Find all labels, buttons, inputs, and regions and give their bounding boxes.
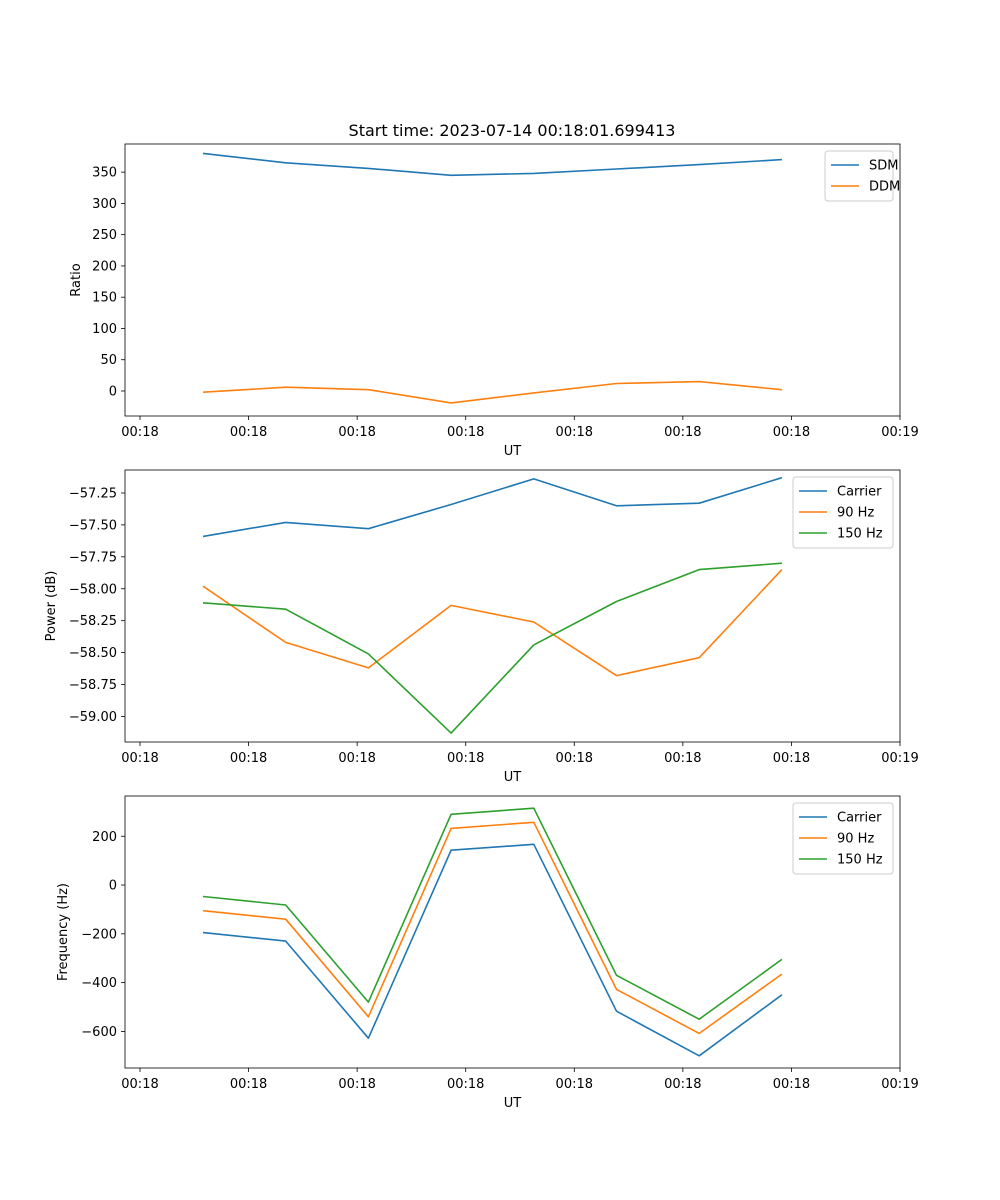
legend-label: Carrier [837, 811, 882, 826]
chart-panel-2: 00:18 00:18 00:18 00:18 00:18 00:18 00:18 00:19… [44, 469, 919, 785]
x-tick-label: 00:18 [447, 751, 484, 766]
y-tick-label: −400 [81, 976, 117, 991]
x-tick-label: 00:18 [121, 751, 158, 766]
chart-panel-3: 00:18 00:18 00:18 00:18 00:18 00:18 00:18 00:19… [56, 795, 919, 1111]
axes-frame [124, 469, 901, 743]
y-tick-label: −600 [81, 1025, 117, 1040]
legend-label: Carrier [837, 485, 882, 500]
x-tick-label: 00:18 [556, 1077, 593, 1092]
legend-label: 150 Hz [837, 853, 883, 868]
x-tick-label: 00:19 [881, 425, 918, 440]
legend-label: DDM [869, 180, 900, 195]
x-tick-label: 00:18 [230, 1077, 267, 1092]
x-tick-label: 00:18 [556, 425, 593, 440]
plots: 00:18 00:18 00:18 00:18 00:18 00:18 00:18 00:19… [44, 143, 919, 1111]
series-line-150-hz [202, 807, 783, 1021]
y-tick-label: 0 [109, 879, 117, 894]
axes-frame [124, 795, 901, 1069]
series-line-carrier [202, 843, 783, 1057]
series-line-90-hz [202, 821, 783, 1035]
y-tick-label: 150 [92, 291, 117, 306]
figure-title: Start time: 2023-07-14 00:18:01.699413 [349, 121, 676, 140]
y-tick-label: −200 [81, 927, 117, 942]
x-tick-label: 00:18 [121, 425, 158, 440]
y-tick-label: 200 [92, 830, 117, 845]
x-tick-label: 00:18 [773, 1077, 810, 1092]
x-tick-label: 00:18 [664, 751, 701, 766]
y-tick-label: −58.50 [69, 646, 117, 661]
legend-label: 90 Hz [837, 832, 874, 847]
x-tick-label: 00:18 [773, 751, 810, 766]
x-tick-label: 00:18 [556, 751, 593, 766]
x-tick-label: 00:18 [664, 1077, 701, 1092]
y-axis-label: Frequency (Hz) [56, 883, 71, 981]
x-tick-label: 00:19 [881, 751, 918, 766]
x-tick-label: 00:18 [338, 751, 375, 766]
series-line-90-hz [202, 569, 783, 677]
legend-box [792, 802, 894, 875]
x-tick-label: 00:18 [121, 1077, 158, 1092]
x-tick-label: 00:18 [338, 425, 375, 440]
y-tick-label: −57.25 [69, 486, 117, 501]
y-tick-label: 50 [100, 353, 117, 368]
x-tick-label: 00:18 [664, 425, 701, 440]
x-axis-label: UT [504, 1096, 522, 1111]
x-tick-label: 00:18 [230, 751, 267, 766]
y-tick-label: 200 [92, 259, 117, 274]
y-tick-label: 250 [92, 228, 117, 243]
y-tick-label: −57.50 [69, 518, 117, 533]
y-tick-label: −58.25 [69, 614, 117, 629]
x-axis-label: UT [504, 770, 522, 785]
series-line-carrier [202, 476, 783, 538]
legend-box [824, 150, 894, 202]
legend-label: SDM [869, 159, 898, 174]
y-tick-label: −58.00 [69, 582, 117, 597]
y-tick-label: −57.75 [69, 550, 117, 565]
x-axis-label: UT [504, 444, 522, 459]
y-axis-label: Power (dB) [44, 571, 59, 642]
y-tick-label: −58.75 [69, 678, 117, 693]
series-line-150-hz [202, 562, 782, 734]
x-tick-label: 00:18 [773, 425, 810, 440]
x-tick-label: 00:18 [230, 425, 267, 440]
y-tick-label: 350 [92, 166, 117, 181]
y-tick-label: −59.00 [69, 710, 117, 725]
axes-frame [124, 143, 901, 417]
legend-label: 90 Hz [837, 506, 874, 521]
legend-label: 150 Hz [837, 527, 883, 542]
y-tick-label: 0 [109, 384, 117, 399]
y-tick-label: 300 [92, 197, 117, 212]
x-tick-label: 00:18 [447, 425, 484, 440]
chart-panel-1: 00:18 00:18 00:18 00:18 00:18 00:18 00:18 00:19… [69, 143, 919, 459]
y-tick-label: 100 [92, 322, 117, 337]
legend-box [792, 476, 894, 549]
series-line-ddm [202, 380, 782, 404]
y-axis-label: Ratio [69, 263, 84, 296]
x-tick-label: 00:19 [881, 1077, 918, 1092]
x-tick-label: 00:18 [447, 1077, 484, 1092]
series-line-sdm [202, 152, 782, 177]
x-tick-label: 00:18 [338, 1077, 375, 1092]
